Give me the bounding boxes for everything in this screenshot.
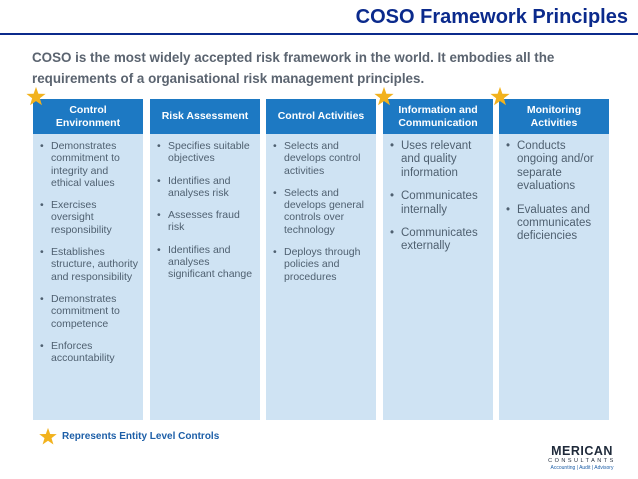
list-item: Specifies suitable objectives bbox=[156, 140, 256, 165]
list-item: Communicates externally bbox=[389, 227, 489, 254]
title-divider bbox=[0, 33, 638, 35]
column-body: Uses relevant and quality information Co… bbox=[383, 134, 493, 420]
legend-star-icon bbox=[38, 427, 58, 447]
page-title: COSO Framework Principles bbox=[355, 6, 628, 28]
principle-column-monitoring-activities: Monitoring Activities Conducts ongoing a… bbox=[499, 99, 609, 420]
column-body: Conducts ongoing and/or separate evaluat… bbox=[499, 134, 609, 420]
list-item: Assesses fraud risk bbox=[156, 209, 256, 234]
list-item: Demonstrates commitment to competence bbox=[39, 293, 139, 330]
principle-column-control-activities: Control Activities Selects and develops … bbox=[266, 99, 376, 420]
logo-tagline: Accounting | Audit | Advisory bbox=[550, 465, 614, 471]
column-body: Demonstrates commitment to integrity and… bbox=[33, 134, 143, 420]
column-header: Information and Communication bbox=[383, 99, 493, 134]
column-header: Control Environment bbox=[33, 99, 143, 134]
list-item: Identifies and analyses significant chan… bbox=[156, 244, 256, 281]
list-item: Conducts ongoing and/or separate evaluat… bbox=[505, 140, 605, 194]
column-header: Risk Assessment bbox=[150, 99, 260, 134]
star-icon bbox=[489, 86, 511, 108]
list-item: Exercises oversight responsibility bbox=[39, 199, 139, 236]
column-header: Monitoring Activities bbox=[499, 99, 609, 134]
list-item: Enforces accountability bbox=[39, 340, 139, 365]
list-item: Uses relevant and quality information bbox=[389, 140, 489, 180]
logo-subtitle: CONSULTANTS bbox=[548, 458, 616, 464]
logo-name: MERICAN bbox=[551, 444, 613, 458]
list-item: Communicates internally bbox=[389, 190, 489, 217]
list-item: Selects and develops general controls ov… bbox=[272, 187, 372, 236]
column-header: Control Activities bbox=[266, 99, 376, 134]
column-body: Selects and develops control activities … bbox=[266, 134, 376, 420]
list-item: Selects and develops control activities bbox=[272, 140, 372, 177]
list-item: Deploys through policies and procedures bbox=[272, 246, 372, 283]
principle-column-risk-assessment: Risk Assessment Specifies suitable objec… bbox=[150, 99, 260, 420]
star-icon bbox=[373, 86, 395, 108]
star-icon bbox=[25, 86, 47, 108]
legend-text: Represents Entity Level Controls bbox=[62, 431, 220, 442]
list-item: Establishes structure, authority and res… bbox=[39, 246, 139, 283]
list-item: Evaluates and communicates deficiencies bbox=[505, 204, 605, 244]
list-item: Identifies and analyses risk bbox=[156, 175, 256, 200]
column-body: Specifies suitable objectives Identifies… bbox=[150, 134, 260, 420]
list-item: Demonstrates commitment to integrity and… bbox=[39, 140, 139, 189]
company-logo: MERICAN CONSULTANTS Accounting | Audit |… bbox=[537, 445, 627, 472]
intro-text: COSO is the most widely accepted risk fr… bbox=[32, 50, 555, 86]
principle-column-information-communication: Information and Communication Uses relev… bbox=[383, 99, 493, 420]
principle-column-control-environment: Control Environment Demonstrates commitm… bbox=[33, 99, 143, 420]
